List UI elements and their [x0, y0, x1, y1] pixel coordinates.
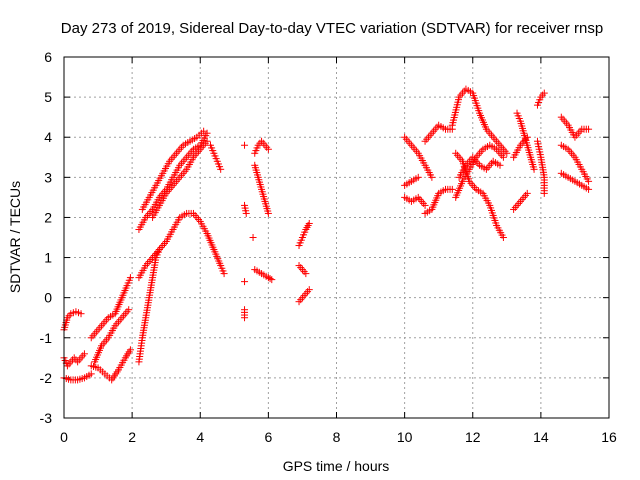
data-point	[241, 278, 249, 286]
x-tick-label: 10	[397, 429, 413, 445]
data-point	[448, 185, 456, 193]
data-point	[305, 286, 313, 294]
x-tick-label: 14	[533, 429, 549, 445]
y-tick-label: 1	[44, 250, 52, 266]
data-point	[421, 201, 429, 209]
data-point	[496, 161, 504, 169]
x-tick-label: 8	[333, 429, 341, 445]
chart-title: Day 273 of 2019, Sidereal Day-to-day VTE…	[61, 20, 603, 37]
data-point	[268, 276, 276, 284]
y-tick-label: 6	[44, 49, 52, 65]
data-point	[203, 137, 211, 145]
data-point	[217, 165, 225, 173]
y-tick-label: -2	[40, 370, 53, 386]
data-point	[585, 177, 593, 185]
x-axis-title: GPS time / hours	[283, 458, 390, 474]
y-tick-label: 5	[44, 89, 52, 105]
data-point	[77, 310, 85, 318]
x-tick-label: 6	[264, 429, 272, 445]
data-point	[87, 370, 95, 378]
data-point	[302, 270, 310, 278]
data-point	[126, 274, 134, 282]
data-point	[220, 270, 228, 278]
data-point	[264, 209, 272, 217]
data-point	[241, 141, 249, 149]
data-point	[125, 306, 133, 314]
y-axis-title: SDTVAR / TECUs	[7, 181, 23, 293]
data-point	[523, 133, 531, 141]
data-point	[540, 189, 548, 197]
data-point	[523, 189, 531, 197]
y-tick-label: 0	[44, 290, 52, 306]
y-tick-label: 4	[44, 129, 52, 145]
data-point	[249, 234, 257, 241]
plot-frame	[63, 56, 610, 419]
data-point	[80, 350, 88, 358]
data-point	[585, 185, 593, 193]
data-point	[126, 346, 134, 354]
x-tick-label: 2	[128, 429, 136, 445]
data-point	[241, 314, 249, 322]
data-point	[499, 153, 507, 161]
y-tick-labels: -3 -2 -1 0 1 2 3 4 5 6	[40, 49, 53, 426]
data-point	[264, 145, 272, 153]
data-point	[540, 89, 548, 97]
x-tick-label: 4	[196, 429, 204, 445]
data-point	[503, 149, 511, 157]
x-tick-label: 16	[601, 429, 617, 445]
data-point	[585, 125, 593, 133]
x-tick-labels: 0 2 4 6 8 10 12 14 16	[60, 429, 617, 445]
y-tick-label: -1	[40, 330, 53, 346]
data-point	[266, 275, 274, 283]
y-tick-label: 2	[44, 209, 52, 225]
data-points	[60, 85, 593, 384]
data-point	[305, 219, 313, 227]
x-tick-label: 12	[465, 429, 481, 445]
data-point	[499, 234, 507, 241]
y-tick-label: -3	[40, 410, 53, 426]
data-point	[242, 209, 250, 217]
x-tick-label: 0	[60, 429, 68, 445]
grid-lines	[64, 57, 609, 418]
data-point	[428, 173, 436, 181]
data-point	[200, 127, 208, 135]
y-tick-label: 3	[44, 169, 52, 185]
data-point	[414, 173, 422, 181]
data-point	[530, 165, 538, 173]
